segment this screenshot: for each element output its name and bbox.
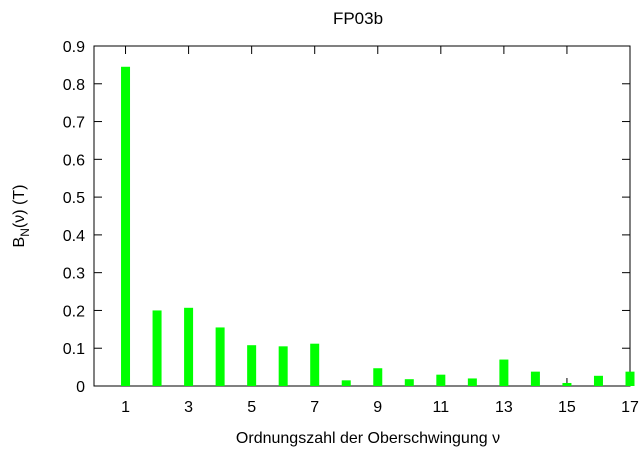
bar-3 — [184, 307, 194, 386]
bar-13 — [499, 359, 509, 386]
x-tick-label-2: 5 — [247, 399, 256, 416]
y-tick-label-7: 0.7 — [63, 115, 85, 132]
plot-frame — [93, 45, 631, 387]
x-tick-label-7: 15 — [558, 399, 576, 416]
bar-10 — [404, 379, 414, 386]
y-tick-label-6: 0.6 — [63, 152, 85, 169]
bar-14 — [530, 371, 540, 386]
x-tick-label-8: 17 — [621, 399, 639, 416]
x-tick-label-0: 1 — [121, 399, 130, 416]
bar-17 — [625, 371, 635, 386]
bar-8 — [341, 380, 351, 386]
y-tick-label-4: 0.4 — [63, 228, 85, 245]
bar-7 — [310, 343, 320, 386]
y-tick-labels: 0 0.1 0.2 0.3 0.4 0.5 0.6 0.7 0.8 0.9 — [63, 39, 85, 396]
bar-4 — [215, 327, 225, 386]
ticks — [94, 45, 631, 387]
bar-6 — [278, 346, 288, 386]
y-axis-label: BN(ν) (T) — [11, 185, 32, 248]
y-tick-label-1: 0.1 — [63, 341, 85, 358]
x-tick-labels: 1 3 5 7 9 11 13 15 17 — [121, 399, 639, 416]
x-tick-label-4: 9 — [373, 399, 382, 416]
y-axis-label-rest: (ν) (T) — [11, 185, 28, 229]
bars — [121, 66, 635, 387]
bar-2 — [152, 310, 162, 386]
svg-text:BN(ν) (T): BN(ν) (T) — [11, 185, 32, 248]
bar-12 — [467, 378, 477, 386]
y-tick-label-9: 0.9 — [63, 39, 85, 56]
y-axis-label-main: B — [11, 237, 28, 248]
y-tick-label-0: 0 — [76, 379, 85, 396]
y-axis-label-sub: N — [18, 228, 32, 237]
y-tick-label-3: 0.3 — [63, 266, 85, 283]
x-tick-label-1: 3 — [184, 399, 193, 416]
bar-16 — [593, 375, 603, 386]
y-tick-label-8: 0.8 — [63, 77, 85, 94]
bar-9 — [373, 368, 383, 386]
x-tick-label-5: 11 — [433, 399, 450, 416]
x-tick-label-3: 7 — [310, 399, 319, 416]
y-tick-label-2: 0.2 — [63, 303, 85, 320]
x-tick-label-6: 13 — [495, 399, 513, 416]
x-axis-label: Ordnungszahl der Oberschwingung ν — [236, 430, 500, 447]
bar-5 — [247, 345, 257, 386]
bar-11 — [436, 374, 446, 386]
chart-title: FP03b — [333, 9, 383, 28]
bar-1 — [121, 66, 131, 387]
bar-15 — [562, 382, 572, 386]
y-tick-label-5: 0.5 — [63, 190, 85, 207]
